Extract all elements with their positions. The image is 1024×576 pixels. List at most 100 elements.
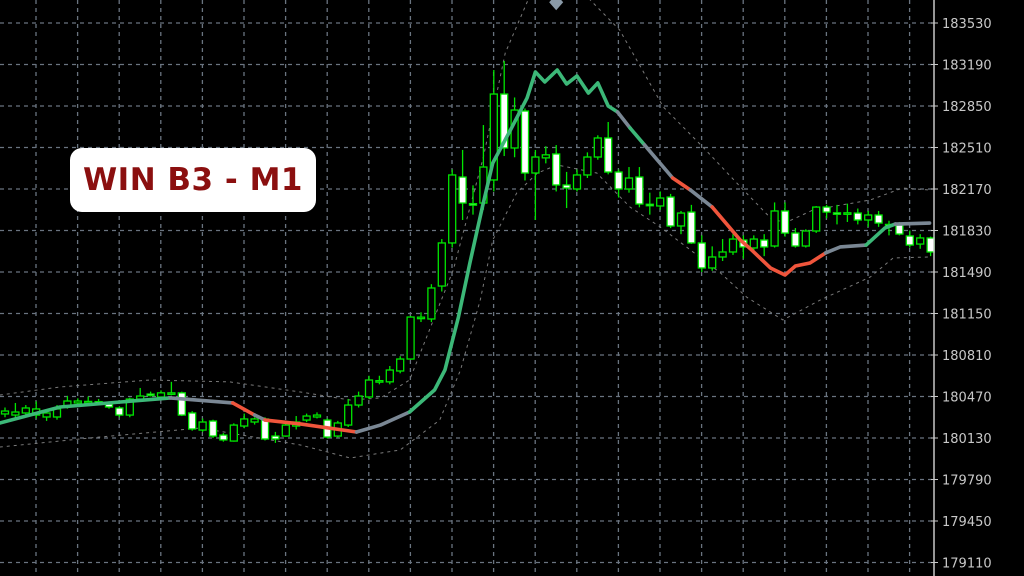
candle-bullish: [281, 423, 290, 437]
ma-segment-flat: [615, 110, 632, 130]
y-tick-label: 180810: [942, 349, 992, 364]
candle-body: [167, 392, 176, 395]
candle-body: [177, 392, 186, 416]
candles: [0, 60, 935, 443]
candle-body: [562, 184, 571, 189]
candle-body: [406, 316, 415, 360]
symbol-label: WIN B3 - M1: [70, 148, 316, 212]
band-lower: [0, 164, 930, 459]
candle-bearish: [666, 193, 675, 229]
candle-body: [864, 214, 873, 221]
candle-bullish: [21, 405, 30, 417]
candle-bullish: [136, 387, 145, 401]
candle-bearish: [468, 185, 478, 215]
moving-average: [0, 68, 932, 434]
candle-body: [396, 358, 405, 372]
envelope-bands: [0, 0, 930, 459]
candle-body: [614, 171, 623, 190]
candle-body: [572, 174, 582, 190]
candle-bearish: [208, 419, 218, 438]
ma-segment-flat: [893, 221, 932, 226]
candle-bullish: [344, 398, 353, 428]
candle-bullish: [302, 413, 311, 423]
y-tick-label: 183530: [942, 17, 992, 32]
candle-body: [656, 197, 665, 207]
candle-body: [895, 224, 904, 235]
candle-body: [156, 392, 166, 398]
ma-segment-down: [230, 401, 257, 417]
candle-bearish: [760, 234, 769, 257]
ma-segment-down: [670, 176, 693, 192]
candle-body: [302, 415, 311, 421]
candle-body: [364, 379, 374, 398]
candle-body: [198, 421, 207, 431]
candle-bullish: [364, 375, 374, 399]
y-tick-label: 182850: [942, 100, 992, 115]
candle-body: [437, 242, 446, 287]
candle-bullish: [448, 169, 457, 248]
ma-segment-flat: [252, 413, 267, 422]
candle-bearish: [219, 433, 228, 442]
candle-body: [832, 212, 842, 215]
ma-segment-up: [0, 396, 173, 425]
candle-bullish: [396, 356, 405, 374]
candle-bullish: [229, 423, 238, 442]
y-tick-label: 181150: [942, 308, 992, 323]
candle-body: [125, 398, 134, 416]
candle-bullish: [240, 413, 249, 429]
candle-body: [42, 412, 51, 418]
candle-bullish: [385, 365, 394, 385]
candle-bearish: [874, 210, 883, 227]
candle-body: [489, 93, 498, 181]
y-tick-label: 181490: [942, 266, 992, 281]
candle-body: [822, 206, 831, 213]
candle-body: [73, 400, 82, 404]
candle-bearish: [271, 431, 280, 443]
candle-body: [635, 176, 644, 205]
candle-body: [552, 153, 561, 186]
candle-bullish: [167, 381, 176, 396]
candle-bearish: [146, 391, 155, 397]
candle-body: [812, 206, 821, 232]
candle-body: [219, 434, 228, 441]
candle-body: [687, 211, 696, 244]
candle-body: [624, 177, 634, 190]
candle-bullish: [624, 167, 634, 193]
candle-bullish: [32, 401, 41, 419]
candle-body: [604, 137, 613, 173]
candle-bearish: [562, 171, 571, 209]
candle-body: [188, 412, 197, 430]
candle-bullish: [531, 149, 540, 221]
candle-body: [676, 212, 686, 227]
price-axis[interactable]: 183530 183190 182850 182510 182170 181830 1814…: [931, 0, 992, 576]
candle-body: [146, 393, 155, 397]
candle-body: [448, 174, 457, 244]
candle-bearish: [697, 235, 706, 272]
candle-body: [541, 154, 550, 159]
candle-body: [874, 214, 883, 224]
candle-bullish: [416, 312, 426, 323]
candle-body: [583, 156, 592, 176]
candle-bearish: [832, 204, 842, 225]
candle-body: [375, 379, 384, 383]
candle-bullish: [312, 412, 322, 419]
candle-body: [531, 156, 540, 174]
y-tick-label: 180470: [942, 391, 992, 406]
candle-bullish: [656, 191, 665, 210]
candle-body: [468, 202, 478, 206]
candle-body: [229, 424, 238, 442]
candle-bullish: [864, 210, 873, 227]
y-tick-label: 182510: [942, 142, 992, 157]
candle-body: [500, 93, 509, 149]
candle-bullish: [749, 235, 758, 252]
ma-segment-down: [263, 418, 359, 434]
grid: [0, 0, 934, 576]
candle-bullish: [812, 206, 821, 233]
candle-bullish: [572, 169, 582, 192]
candle-body: [427, 287, 436, 320]
candle-body: [749, 238, 758, 249]
candle-bullish: [354, 391, 363, 408]
candle-bearish: [645, 192, 654, 215]
candle-body: [760, 239, 769, 248]
